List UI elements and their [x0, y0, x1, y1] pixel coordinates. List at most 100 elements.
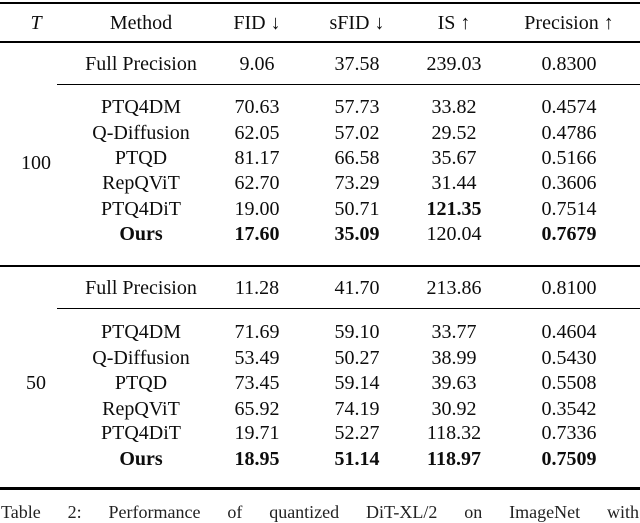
- precision-value-cell: 0.7679: [541, 223, 597, 245]
- precision-value-cell: 0.4786: [541, 122, 597, 144]
- is-value-cell: 30.92: [431, 398, 477, 420]
- is-value-cell: 29.52: [431, 122, 477, 144]
- precision-value-cell: 0.4574: [541, 96, 597, 118]
- sfid-value-cell: 35.09: [334, 223, 380, 245]
- header-method: Method: [109, 12, 173, 34]
- sfid-value-cell: 41.70: [334, 277, 380, 299]
- table-row: Full Precision 11.28 41.70 213.86 0.8100: [0, 275, 640, 301]
- t-value-50: 50: [26, 371, 46, 394]
- is-value-cell: 213.86: [426, 277, 482, 299]
- table-row: PTQD 73.45 59.14 39.63 0.5508: [0, 370, 640, 396]
- fid-value-cell: 71.69: [234, 321, 280, 343]
- fid-value-cell: 11.28: [234, 277, 280, 299]
- fid-value-cell: 53.49: [234, 347, 280, 369]
- is-value-cell: 239.03: [426, 53, 482, 75]
- sfid-value-cell: 59.10: [334, 321, 380, 343]
- section-divider-rule: [0, 265, 640, 267]
- is-value-cell: 118.32: [426, 422, 482, 444]
- sfid-value-cell: 37.58: [334, 53, 380, 75]
- precision-value-cell: 0.7514: [541, 198, 597, 220]
- table-bottom-rule: [0, 487, 640, 490]
- method-cell: Full Precision: [85, 277, 197, 299]
- precision-value-cell: 0.7509: [541, 448, 597, 470]
- t-value-100: 100: [21, 151, 51, 174]
- table-row: Ours 17.60 35.09 120.04 0.7679: [0, 221, 640, 247]
- sfid-value-cell: 51.14: [334, 448, 380, 470]
- sfid-value-cell: 66.58: [334, 147, 380, 169]
- method-cell: Ours: [119, 448, 163, 470]
- sfid-value-cell: 74.19: [334, 398, 380, 420]
- table-row: PTQ4DM 71.69 59.10 33.77 0.4604: [0, 319, 640, 345]
- is-value-cell: 35.67: [431, 147, 477, 169]
- fid-value-cell: 18.95: [234, 448, 280, 470]
- cmidrule-t50: [57, 308, 640, 309]
- sfid-value-cell: 50.71: [334, 198, 380, 220]
- precision-value-cell: 0.5508: [541, 372, 597, 394]
- method-cell: Full Precision: [85, 53, 197, 75]
- method-cell: Ours: [119, 223, 163, 245]
- sfid-value-cell: 57.02: [334, 122, 380, 144]
- is-value-cell: 118.97: [427, 448, 481, 470]
- method-cell: PTQ4DM: [100, 96, 181, 118]
- is-value-cell: 31.44: [431, 172, 477, 194]
- table-row: Q-Diffusion 53.49 50.27 38.99 0.5430: [0, 345, 640, 371]
- is-value-cell: 121.35: [426, 198, 482, 220]
- table-header-row: T Method FID ↓ sFID ↓ IS ↑ Precision ↑: [0, 10, 640, 36]
- fid-value-cell: 65.92: [234, 398, 280, 420]
- is-value-cell: 38.99: [431, 347, 477, 369]
- cmidrule-t100: [57, 84, 640, 85]
- table-row: PTQ4DiT 19.00 50.71 121.35 0.7514: [0, 196, 640, 222]
- is-value-cell: 33.77: [431, 321, 477, 343]
- precision-value-cell: 0.8100: [541, 277, 597, 299]
- method-cell: PTQ4DM: [100, 321, 181, 343]
- sfid-value-cell: 59.14: [334, 372, 380, 394]
- fid-value-cell: 17.60: [234, 223, 280, 245]
- method-cell: PTQ4DiT: [101, 422, 181, 444]
- table-row: RepQViT 65.92 74.19 30.92 0.3542: [0, 396, 640, 422]
- header-is: IS ↑: [437, 12, 471, 34]
- precision-value-cell: 0.3606: [541, 172, 597, 194]
- method-cell: PTQD: [114, 147, 168, 169]
- header-fid: FID ↓: [233, 12, 281, 34]
- precision-value-cell: 0.8300: [541, 53, 597, 75]
- fid-value-cell: 62.70: [234, 172, 280, 194]
- precision-value-cell: 0.5166: [541, 147, 597, 169]
- method-cell: RepQViT: [102, 398, 180, 420]
- sfid-value-cell: 57.73: [334, 96, 380, 118]
- fid-value-cell: 9.06: [239, 53, 275, 75]
- precision-value-cell: 0.5430: [541, 347, 597, 369]
- sfid-value-cell: 73.29: [334, 172, 380, 194]
- fid-value-cell: 70.63: [234, 96, 280, 118]
- is-value-cell: 33.82: [431, 96, 477, 118]
- method-cell: PTQD: [114, 372, 168, 394]
- sfid-value-cell: 52.27: [334, 422, 380, 444]
- method-cell: Q-Diffusion: [92, 122, 190, 144]
- is-value-cell: 39.63: [431, 372, 477, 394]
- header-t: T: [30, 12, 42, 34]
- method-cell: PTQ4DiT: [101, 198, 181, 220]
- precision-value-cell: 0.7336: [541, 422, 597, 444]
- header-precision: Precision ↑: [524, 12, 614, 34]
- table-row: Ours 18.95 51.14 118.97 0.7509: [0, 446, 640, 472]
- fid-value-cell: 62.05: [234, 122, 280, 144]
- fid-value-cell: 81.17: [234, 147, 280, 169]
- method-cell: RepQViT: [102, 172, 180, 194]
- table-row: Full Precision 9.06 37.58 239.03 0.8300: [0, 51, 640, 77]
- table-row: PTQ4DiT 19.71 52.27 118.32 0.7336: [0, 420, 640, 446]
- table-row: Q-Diffusion 62.05 57.02 29.52 0.4786: [0, 120, 640, 146]
- fid-value-cell: 19.00: [234, 198, 280, 220]
- header-sfid: sFID ↓: [329, 12, 385, 34]
- is-value-cell: 120.04: [426, 223, 482, 245]
- header-bottom-rule: [0, 41, 640, 43]
- fid-value-cell: 73.45: [234, 372, 280, 394]
- sfid-value-cell: 50.27: [334, 347, 380, 369]
- table-top-rule: [0, 2, 640, 4]
- table-caption: Table 2: Performance of quantized DiT-XL…: [1, 502, 639, 522]
- method-cell: Q-Diffusion: [92, 347, 190, 369]
- precision-value-cell: 0.4604: [541, 321, 597, 343]
- table-row: PTQD 81.17 66.58 35.67 0.5166: [0, 145, 640, 171]
- precision-value-cell: 0.3542: [541, 398, 597, 420]
- table-row: PTQ4DM 70.63 57.73 33.82 0.4574: [0, 94, 640, 120]
- table-row: RepQViT 62.70 73.29 31.44 0.3606: [0, 170, 640, 196]
